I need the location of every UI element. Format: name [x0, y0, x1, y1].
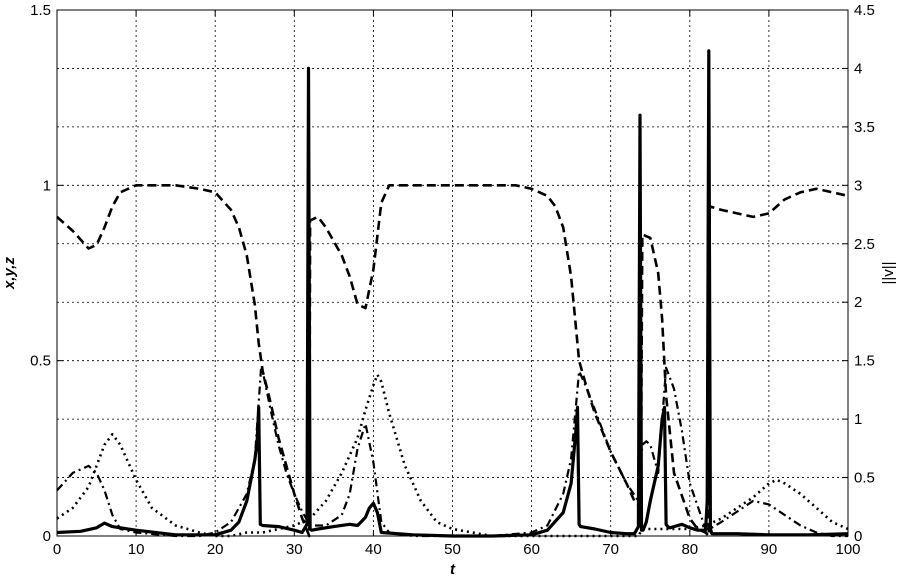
- x-tick-label: 10: [128, 541, 145, 558]
- x-tick-label: 100: [835, 541, 860, 558]
- y2-tick-label: 0.5: [854, 470, 875, 487]
- x-tick-label: 50: [444, 541, 461, 558]
- x-tick-label: 90: [761, 541, 778, 558]
- y-tick-label: 1: [43, 177, 51, 194]
- ticks: 0 10 20 30 40 50 60 70 80 90 10000.511.522.533.544…: [30, 2, 875, 558]
- plot-frame: [56, 9, 849, 537]
- y2-tick-label: 4.5: [854, 2, 875, 19]
- x-tick-label: 80: [681, 541, 698, 558]
- y2-tick-label: 3.5: [854, 119, 875, 136]
- series-line-dashed: [56, 184, 849, 538]
- y2-tick-label: 2.5: [854, 236, 875, 253]
- x-axis-label: t: [450, 561, 456, 578]
- y2-tick-label: 0: [854, 528, 862, 545]
- y-axis-label: x,y,z: [1, 257, 18, 290]
- series-line-dotted: [56, 373, 849, 538]
- y-tick-label: 1.5: [30, 2, 51, 19]
- series-layer: [56, 49, 849, 538]
- x-tick-label: 70: [602, 541, 619, 558]
- grid: [57, 10, 848, 536]
- y2-tick-label: 4: [854, 60, 862, 77]
- y-tick-label: 0.5: [30, 353, 51, 370]
- x-tick-label: 60: [523, 541, 540, 558]
- y2-tick-label: 2: [854, 294, 862, 311]
- series-line-dashdot: [56, 366, 848, 538]
- x-tick-label: 0: [53, 541, 61, 558]
- x-tick-label: 20: [207, 541, 224, 558]
- y2-tick-label: 1: [854, 411, 862, 428]
- y2-axis-label: ||v||: [880, 261, 897, 284]
- x-tick-label: 40: [365, 541, 382, 558]
- y2-tick-label: 3: [854, 177, 862, 194]
- series-line-solid: [56, 49, 849, 538]
- x-tick-label: 30: [286, 541, 303, 558]
- y2-tick-label: 1.5: [854, 353, 875, 370]
- y-tick-label: 0: [43, 528, 51, 545]
